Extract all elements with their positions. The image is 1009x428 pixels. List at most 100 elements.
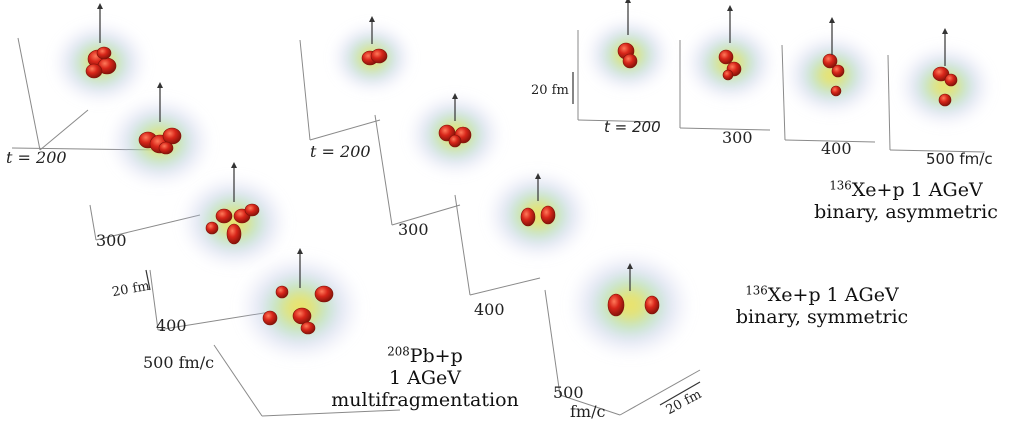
right-beam-arrow — [942, 28, 948, 66]
fragment-blob — [158, 141, 174, 155]
density-halo — [178, 174, 290, 270]
left-caption-line3: multifragmentation — [331, 388, 519, 411]
fragment-blob — [85, 63, 103, 79]
fragment-blob — [162, 127, 182, 145]
middle-time-unit: fm/c — [570, 404, 605, 420]
fragment-blob — [226, 223, 242, 245]
left-snapshot — [178, 174, 290, 270]
middle-axis-vertical — [544, 289, 561, 396]
middle-snapshot — [566, 250, 694, 360]
fragment-blob — [292, 307, 312, 325]
right-time-label-300: 300 — [722, 130, 753, 146]
right-scale-label: 20 fm — [531, 84, 569, 97]
right-scale-text: 20 fm — [531, 83, 569, 98]
left-time-label-500: 500 fm/c — [143, 355, 214, 371]
fragment-blob — [262, 310, 278, 326]
left-axis-vertical — [89, 204, 97, 241]
middle-beam-arrow — [369, 16, 375, 44]
fragment-blob — [622, 53, 638, 69]
right-time-text-400: 400 — [821, 139, 852, 158]
middle-time-unit-text: fm/c — [570, 402, 606, 421]
middle-caption-line1: 136Xe+p 1 AGeV — [745, 283, 899, 306]
middle-axis-depth — [309, 119, 381, 141]
middle-time-label-300: 300 — [398, 222, 429, 238]
fragment-blob — [644, 295, 660, 315]
fragment-blob — [244, 203, 260, 217]
left-snapshot — [51, 21, 149, 105]
right-caption: 136Xe+p 1 AGeV binary, asymmetric — [806, 178, 1006, 224]
density-halo — [896, 44, 994, 128]
right-snapshot — [684, 23, 776, 103]
left-caption-line2: 1 AGeV — [389, 366, 461, 389]
middle-axis-vertical — [374, 114, 393, 226]
right-caption-line1: 136Xe+p 1 AGeV — [829, 178, 983, 201]
middle-snapshot — [485, 169, 591, 261]
right-beam-arrow — [625, 0, 631, 35]
fragment-blob — [722, 69, 734, 81]
middle-beam-arrow — [535, 173, 541, 201]
fragment-blob — [215, 208, 233, 224]
right-time-text-200: t = 200 — [604, 118, 661, 136]
right-axis-floor — [577, 119, 661, 123]
fragment-blob — [938, 93, 952, 107]
left-caption-line1: 208Pb+p — [387, 344, 463, 367]
middle-time-label-200: t = 200 — [310, 144, 371, 160]
left-scale-bar — [145, 269, 151, 291]
left-snapshot — [236, 253, 364, 363]
right-caption-line2: binary, asymmetric — [814, 200, 998, 223]
right-time-label-400: 400 — [821, 141, 852, 157]
fragment-blob — [822, 53, 838, 69]
fragment-blob — [448, 134, 462, 148]
middle-snapshot — [406, 93, 504, 177]
left-beam-arrow — [297, 248, 303, 288]
left-caption: 208Pb+p 1 AGeV multifragmentation — [330, 344, 520, 412]
left-beam-arrow — [157, 82, 163, 122]
middle-time-label-400: 400 — [474, 302, 505, 318]
middle-axis-depth — [391, 204, 461, 226]
right-beam-arrow — [829, 17, 835, 55]
fragment-blob — [520, 207, 536, 227]
fragment-blob — [205, 221, 219, 235]
middle-axis-depth — [559, 394, 621, 416]
middle-time-label-500: 500 — [553, 385, 584, 401]
fragment-blob — [944, 73, 958, 87]
right-axis-floor — [889, 149, 986, 153]
middle-time-text-400: 400 — [474, 300, 505, 319]
left-time-text-200: t = 200 — [6, 148, 67, 167]
fragment-blob — [275, 285, 289, 299]
density-halo — [783, 33, 881, 117]
middle-beam-arrow — [452, 93, 458, 121]
left-time-label-400: 400 — [156, 318, 187, 334]
left-axis-vertical — [17, 37, 41, 151]
fragment-blob — [830, 85, 842, 97]
right-snapshot — [896, 44, 994, 128]
left-time-text-500: 500 fm/c — [143, 353, 215, 372]
middle-time-text-300: 300 — [398, 220, 429, 239]
left-beam-arrow — [97, 3, 103, 43]
right-axis-floor — [784, 139, 876, 143]
fragment-blob — [370, 48, 388, 64]
right-axis-vertical — [887, 54, 891, 151]
middle-time-text-500: 500 — [553, 383, 584, 402]
density-halo — [485, 169, 591, 261]
right-time-label-500: 500 fm/c — [926, 152, 993, 167]
right-snapshot — [584, 17, 672, 93]
middle-snapshot — [330, 22, 414, 94]
left-axis-vertical — [213, 344, 263, 417]
left-time-label-300: 300 — [96, 233, 127, 249]
middle-beam-arrow — [627, 263, 633, 291]
fragment-blob — [831, 64, 845, 78]
middle-axis-vertical — [454, 194, 471, 296]
right-time-text-300: 300 — [722, 128, 753, 147]
right-beam-arrow — [727, 5, 733, 43]
fragment-blob — [932, 66, 950, 82]
right-snapshot — [783, 33, 881, 117]
density-halo — [566, 250, 694, 360]
middle-time-text-200: t = 200 — [310, 142, 371, 161]
middle-caption: 136Xe+p 1 AGeV binary, symmetric — [722, 283, 922, 329]
left-beam-arrow — [231, 162, 237, 202]
fragment-blob — [300, 321, 316, 335]
right-time-text-500: 500 fm/c — [926, 150, 993, 168]
right-axis-floor — [679, 127, 771, 131]
